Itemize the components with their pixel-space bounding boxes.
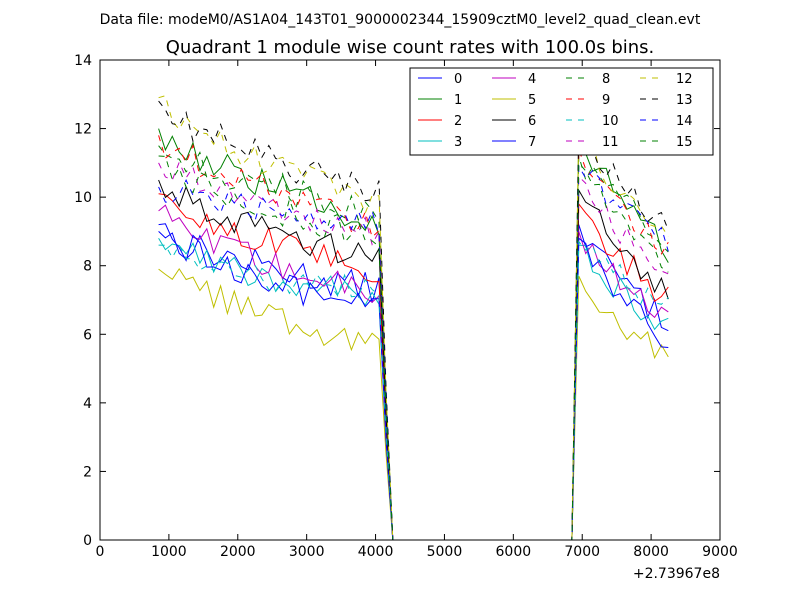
series-line-11 bbox=[158, 161, 669, 541]
x-tick-label: 7000 bbox=[564, 544, 600, 560]
x-tick-label: 2000 bbox=[220, 544, 256, 560]
y-tick-label: 6 bbox=[83, 327, 92, 343]
legend-box bbox=[409, 67, 714, 156]
series-line-2 bbox=[158, 193, 669, 541]
x-tick-label: 4000 bbox=[358, 544, 394, 560]
x-offset-label: +2.73967e8 bbox=[633, 566, 720, 582]
series-line-4 bbox=[158, 204, 669, 541]
x-tick-label: 3000 bbox=[289, 544, 325, 560]
legend-label-1: 1 bbox=[454, 93, 462, 108]
series-line-15 bbox=[158, 155, 669, 541]
legend-label-2: 2 bbox=[454, 114, 462, 129]
series-line-6 bbox=[158, 179, 669, 541]
x-tick-label: 0 bbox=[96, 544, 105, 560]
series-line-13 bbox=[158, 100, 669, 541]
legend-label-13: 13 bbox=[676, 93, 693, 108]
series-line-5 bbox=[158, 267, 669, 541]
series-line-7 bbox=[158, 223, 669, 541]
series-line-1 bbox=[158, 128, 669, 541]
legend-label-7: 7 bbox=[528, 135, 536, 150]
legend-label-4: 4 bbox=[528, 72, 536, 87]
legend-label-0: 0 bbox=[454, 72, 462, 87]
series-line-14 bbox=[158, 164, 669, 541]
series-layer bbox=[158, 95, 669, 541]
y-tick-label: 14 bbox=[74, 53, 92, 69]
chart-title: Quadrant 1 module wise count rates with … bbox=[166, 37, 655, 58]
legend-label-14: 14 bbox=[676, 114, 693, 129]
legend-label-12: 12 bbox=[676, 72, 693, 87]
y-tick-label: 4 bbox=[83, 396, 92, 412]
legend-label-6: 6 bbox=[528, 114, 536, 129]
x-tick-label: 5000 bbox=[427, 544, 463, 560]
legend-label-8: 8 bbox=[602, 72, 610, 87]
series-line-0 bbox=[158, 224, 669, 541]
y-tick-label: 12 bbox=[74, 122, 92, 138]
y-tick-label: 0 bbox=[83, 533, 92, 549]
legend-label-9: 9 bbox=[602, 93, 610, 108]
series-line-12 bbox=[158, 95, 669, 541]
x-tick-label: 9000 bbox=[702, 544, 738, 560]
series-line-10 bbox=[158, 240, 669, 541]
plot-area-frame bbox=[99, 59, 721, 541]
x-tick-label: 6000 bbox=[496, 544, 532, 560]
series-line-8 bbox=[158, 145, 669, 541]
legend-label-11: 11 bbox=[602, 135, 619, 150]
y-tick-label: 10 bbox=[74, 190, 92, 206]
legend-label-10: 10 bbox=[602, 114, 619, 129]
x-tick-label: 1000 bbox=[151, 544, 187, 560]
axis-ticks: 0 1000 2000 3000 4000 5000 6000 7000 8000 9000 0 2 4… bbox=[74, 53, 738, 560]
y-tick-label: 2 bbox=[83, 464, 92, 480]
series-line-3 bbox=[158, 238, 669, 541]
legend-label-15: 15 bbox=[676, 135, 693, 150]
chart-suptitle: Data file: modeM0/AS1A04_143T01_90000023… bbox=[100, 12, 701, 28]
legend-label-5: 5 bbox=[528, 93, 536, 108]
legend-label-3: 3 bbox=[454, 135, 462, 150]
y-tick-label: 8 bbox=[83, 259, 92, 275]
x-tick-label: 8000 bbox=[633, 544, 669, 560]
series-line-9 bbox=[158, 135, 669, 541]
